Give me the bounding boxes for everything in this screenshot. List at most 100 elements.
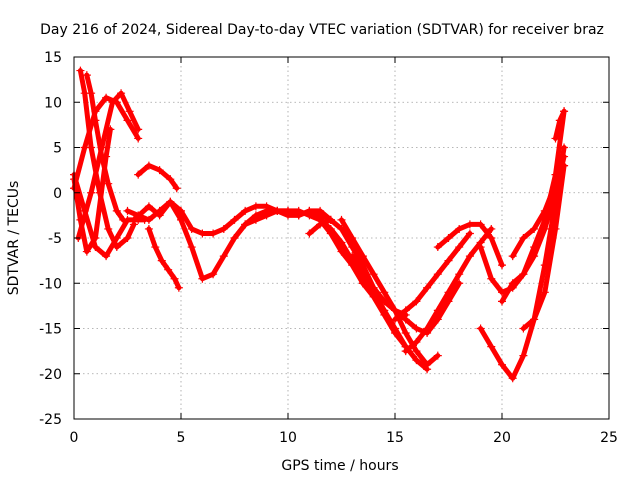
data-point-marker — [358, 270, 367, 279]
data-series-track-18 — [391, 279, 464, 338]
data-point-marker — [465, 220, 474, 229]
y-tick-label: -15 — [39, 322, 62, 338]
data-point-marker — [530, 315, 539, 324]
series-line — [135, 163, 180, 191]
data-point-marker — [166, 197, 175, 206]
data-point-marker — [530, 243, 539, 252]
data-point-marker — [423, 283, 432, 292]
series-markers — [391, 279, 464, 338]
series-line — [339, 217, 441, 368]
y-tick-label: -25 — [39, 412, 62, 428]
data-point-marker — [164, 265, 173, 274]
data-point-marker — [82, 247, 91, 256]
data-point-marker — [241, 206, 250, 215]
data-point-marker — [112, 206, 121, 215]
data-point-marker — [465, 252, 474, 261]
data-point-marker — [262, 211, 271, 220]
x-tick-label: 25 — [600, 430, 618, 446]
data-point-marker — [155, 206, 164, 215]
data-point-marker — [198, 274, 207, 283]
data-point-marker — [455, 279, 464, 288]
data-point-marker — [433, 351, 442, 360]
data-point-marker — [412, 356, 421, 365]
x-tick-label: 0 — [70, 430, 79, 446]
data-series-track-9 — [134, 161, 181, 193]
data-point-marker — [144, 215, 153, 224]
data-point-marker — [91, 116, 100, 125]
series-line — [77, 68, 137, 250]
data-series-track-10 — [144, 224, 183, 292]
data-point-marker — [104, 224, 113, 233]
series-markers — [144, 224, 183, 292]
data-point-marker — [144, 224, 153, 233]
data-series-track-14 — [305, 215, 410, 319]
data-point-marker — [112, 234, 121, 242]
data-point-marker — [134, 125, 143, 134]
data-point-marker — [209, 270, 218, 279]
data-point-marker — [316, 206, 325, 215]
chart-title: Day 216 of 2024, Sidereal Day-to-day VTE… — [40, 22, 604, 38]
data-series-track-19 — [433, 220, 506, 270]
data-point-marker — [337, 247, 346, 256]
x-tick-label: 5 — [177, 430, 186, 446]
data-series-track-17 — [401, 224, 496, 356]
series-markers — [305, 215, 410, 319]
data-point-marker — [519, 270, 528, 279]
data-point-marker — [102, 93, 111, 102]
data-point-marker — [87, 89, 96, 98]
data-point-marker — [123, 234, 132, 242]
data-point-marker — [104, 179, 113, 188]
data-point-marker — [508, 252, 517, 261]
y-tick-label: 5 — [53, 141, 62, 157]
data-point-marker — [519, 351, 528, 360]
data-point-marker — [91, 243, 100, 252]
data-point-marker — [519, 324, 528, 333]
data-point-marker — [82, 71, 91, 80]
data-point-marker — [251, 202, 260, 211]
data-point-marker — [551, 179, 560, 188]
data-point-marker — [97, 143, 106, 152]
y-tick-label: -10 — [39, 276, 62, 292]
data-point-marker — [369, 270, 378, 279]
data-point-marker — [380, 306, 389, 315]
data-point-marker — [230, 215, 239, 224]
series-markers — [433, 220, 506, 270]
data-point-marker — [172, 184, 181, 193]
data-point-marker — [157, 256, 166, 265]
data-point-marker — [198, 229, 207, 238]
data-point-marker — [444, 297, 453, 306]
y-tick-label: 10 — [44, 95, 62, 111]
data-point-marker — [151, 243, 160, 252]
data-point-marker — [316, 220, 325, 229]
data-point-marker — [187, 224, 196, 233]
data-point-marker — [134, 211, 143, 220]
data-point-marker — [380, 288, 389, 297]
data-series-track-7 — [129, 197, 335, 238]
series-line — [146, 226, 182, 291]
x-tick-label: 10 — [279, 430, 297, 446]
data-point-marker — [326, 229, 335, 238]
data-point-marker — [401, 315, 410, 324]
data-point-marker — [487, 274, 496, 283]
data-point-marker — [412, 324, 421, 333]
data-point-marker — [455, 224, 464, 233]
series-line — [510, 163, 567, 259]
data-point-marker — [129, 215, 138, 224]
data-point-marker — [219, 224, 228, 233]
data-point-marker — [487, 224, 496, 233]
data-point-marker — [433, 243, 442, 252]
data-point-marker — [219, 252, 228, 261]
data-point-marker — [80, 206, 89, 215]
data-point-marker — [476, 243, 485, 252]
y-tick-label: 0 — [53, 186, 62, 202]
axis-ticks: 0 5 10 15 20 25 -25 -20 -15 -10 -5 0 5 10 15 — [39, 50, 618, 446]
data-point-marker — [560, 161, 569, 170]
data-point-marker — [560, 107, 569, 116]
data-point-marker — [123, 206, 132, 215]
series-markers — [391, 229, 474, 324]
y-tick-label: -5 — [48, 231, 62, 247]
data-point-marker — [241, 220, 250, 229]
data-point-marker — [487, 234, 496, 242]
data-point-marker — [123, 116, 132, 125]
data-point-marker — [273, 206, 282, 215]
